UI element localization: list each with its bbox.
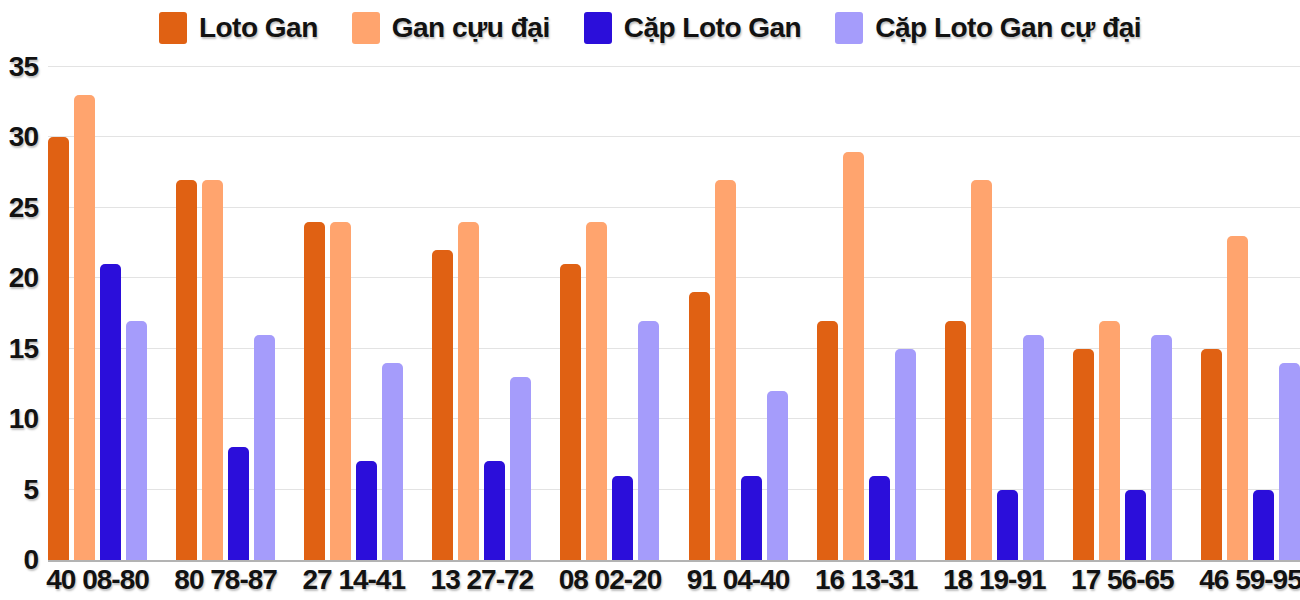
legend-swatch-icon [584,12,612,44]
x-label-cell: 80 78-87 [176,564,275,598]
bar[interactable] [510,377,531,560]
bar[interactable] [356,461,377,560]
bar[interactable] [1201,349,1222,560]
x-axis-category-label: 40 08-80 [46,564,149,598]
x-label-cell: 08 02-20 [560,564,659,598]
bar[interactable] [1073,349,1094,560]
y-axis-tick-label: 5 [23,476,38,504]
chart-legend: Loto Gan Gan cựu đại Cặp Loto Gan Cặp Loto … [0,8,1300,48]
bar[interactable] [869,476,890,561]
y-axis-tick-label: 15 [9,335,38,363]
y-axis-tick-label: 35 [9,53,38,81]
bar[interactable] [126,321,147,560]
bar[interactable] [254,335,275,560]
x-axis-category-label: 27 14-41 [302,564,405,598]
y-axis-tick-label: 25 [9,194,38,222]
legend-label: Loto Gan [199,12,318,44]
y-axis: 05101520253035 [0,67,40,560]
bar-group [817,67,916,560]
bar[interactable] [458,222,479,560]
bar[interactable] [1125,490,1146,560]
x-label-cell: 16 13-31 [817,564,916,598]
bar[interactable] [741,476,762,561]
legend-swatch-icon [352,12,380,44]
x-axis-category-label: 08 02-20 [559,564,662,598]
bar[interactable] [1151,335,1172,560]
bar[interactable] [767,391,788,560]
bar[interactable] [1279,363,1300,560]
bar-group [1073,67,1172,560]
bar-group [304,67,403,560]
bar[interactable] [382,363,403,560]
x-label-cell: 40 08-80 [48,564,147,598]
bar[interactable] [612,476,633,561]
bar[interactable] [997,490,1018,560]
bar[interactable] [202,180,223,560]
legend-swatch-icon [835,12,863,44]
bar[interactable] [74,95,95,560]
x-axis-category-label: 16 13-31 [815,564,918,598]
bar-group [432,67,531,560]
y-axis-tick-label: 10 [9,405,38,433]
bar[interactable] [176,180,197,560]
x-axis-category-label: 46 59-95 [1199,564,1300,598]
legend-label: Cặp Loto Gan cự đại [875,12,1141,44]
bar-groups [48,67,1300,560]
bar[interactable] [304,222,325,560]
bar[interactable] [1253,490,1274,560]
y-axis-tick-label: 20 [9,264,38,292]
legend-label: Gan cựu đại [392,12,550,44]
legend-item[interactable]: Loto Gan [159,12,318,44]
bar[interactable] [971,180,992,560]
x-label-cell: 91 04-40 [689,564,788,598]
x-label-cell: 18 19-91 [945,564,1044,598]
bar[interactable] [843,152,864,560]
bar[interactable] [715,180,736,560]
bar[interactable] [945,321,966,560]
y-axis-tick-label: 30 [9,123,38,151]
x-label-cell: 13 27-72 [432,564,531,598]
x-axis-category-label: 91 04-40 [687,564,790,598]
bar-group [689,67,788,560]
legend-swatch-icon [159,12,187,44]
bar[interactable] [484,461,505,560]
bar[interactable] [1227,236,1248,560]
x-axis: 40 08-80 80 78-87 27 14-41 13 27-72 08 02-20… [48,564,1300,598]
legend-item[interactable]: Cặp Loto Gan cự đại [835,12,1141,44]
bar[interactable] [817,321,838,560]
x-label-cell: 27 14-41 [304,564,403,598]
x-axis-category-label: 18 19-91 [943,564,1046,598]
bar[interactable] [689,292,710,560]
plot-area [48,67,1300,560]
bar[interactable] [228,447,249,560]
bar-group [1201,67,1300,560]
bar[interactable] [560,264,581,560]
x-label-cell: 17 56-65 [1073,564,1172,598]
bar-group [945,67,1044,560]
legend-label: Cặp Loto Gan [624,12,802,44]
bar[interactable] [895,349,916,560]
legend-item[interactable]: Gan cựu đại [352,12,550,44]
bar-group [560,67,659,560]
bar[interactable] [586,222,607,560]
bar[interactable] [638,321,659,560]
bar-group [48,67,147,560]
legend-item[interactable]: Cặp Loto Gan [584,12,802,44]
y-axis-tick-label: 0 [23,546,38,574]
bar[interactable] [100,264,121,560]
bar-group [176,67,275,560]
x-label-cell: 46 59-95 [1201,564,1300,598]
bar[interactable] [1023,335,1044,560]
x-axis-category-label: 13 27-72 [431,564,534,598]
bar[interactable] [1099,321,1120,560]
x-axis-category-label: 80 78-87 [174,564,277,598]
bar-chart: Loto Gan Gan cựu đại Cặp Loto Gan Cặp Loto … [0,0,1300,600]
x-axis-category-label: 17 56-65 [1071,564,1174,598]
bar[interactable] [432,250,453,560]
bar[interactable] [330,222,351,560]
x-axis-line [48,560,1300,562]
bar[interactable] [48,137,69,560]
